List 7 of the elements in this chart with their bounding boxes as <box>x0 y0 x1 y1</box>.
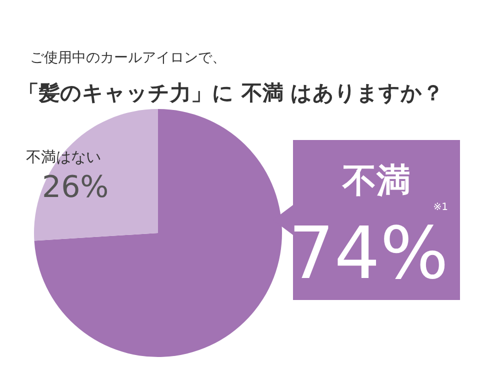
chart-subtitle: ご使用中のカールアイロンで、 <box>30 50 226 66</box>
text: ※1 <box>433 202 448 213</box>
data-label: 74% <box>288 211 449 295</box>
data-label: 26% <box>42 170 109 205</box>
slice-label: 不満はない <box>26 148 101 166</box>
slice-label: 不満 <box>342 161 410 201</box>
chart-title: 「髪のキャッチ力」に 不満 はありますか？ <box>18 81 444 105</box>
